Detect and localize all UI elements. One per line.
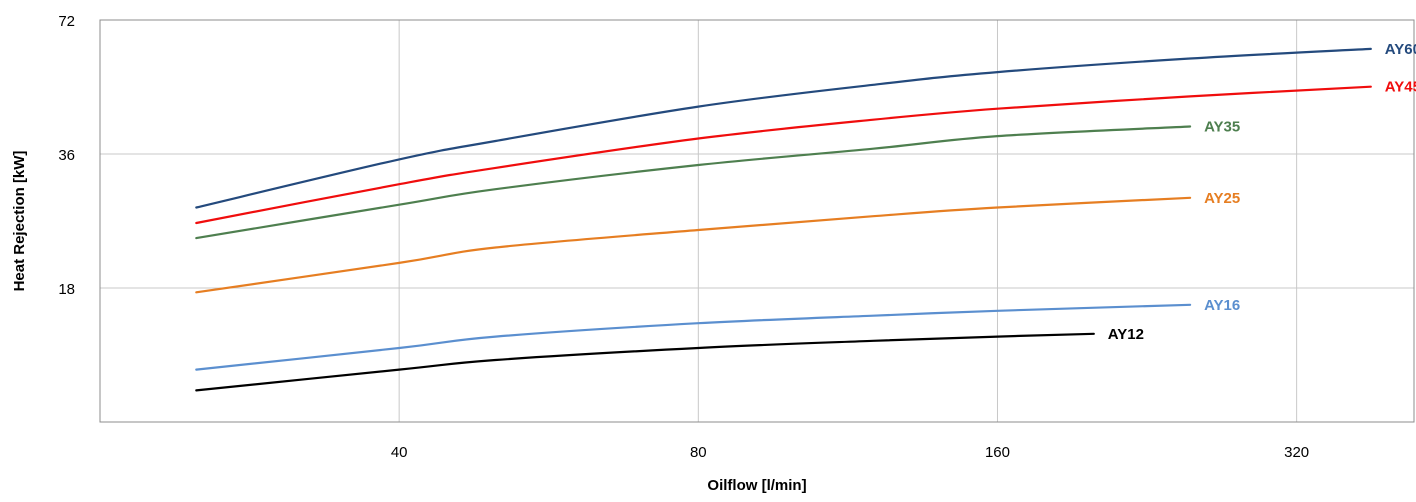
series-label-ay16: AY16 [1204,297,1240,314]
series-line-ay45 [195,85,1372,225]
series-label-ay12: AY12 [1108,326,1144,343]
series-line-ay60 [195,47,1372,209]
series-line-ay35 [195,125,1192,240]
series-label-ay60: AY60 [1385,41,1416,58]
y-tick-label: 36 [58,147,75,164]
series-line-ay12 [195,332,1095,392]
x-axis-title: Oilflow [l/min] [707,477,806,494]
series-label-ay35: AY35 [1204,119,1240,136]
x-tick-label: 80 [690,444,707,461]
series-labels: AY60 AY45 AY35 AY25 AY16 AY12 [1108,41,1416,343]
y-tick-label: 72 [58,13,75,30]
x-tick-label: 40 [391,444,408,461]
plot-frame [99,19,1415,423]
series-label-ay25: AY25 [1204,190,1240,207]
x-tick-label: 160 [985,444,1010,461]
tick-labels: 40 80 160 320 18 36 72 [58,13,1309,461]
series-line-ay16 [195,303,1192,371]
grid [100,20,1414,422]
series [195,47,1372,392]
y-tick-label: 18 [58,281,75,298]
y-axis-title: Heat Rejection [kW] [11,151,28,292]
x-tick-label: 320 [1284,444,1309,461]
series-line-ay25 [195,196,1192,294]
series-label-ay45: AY45 [1385,79,1416,96]
